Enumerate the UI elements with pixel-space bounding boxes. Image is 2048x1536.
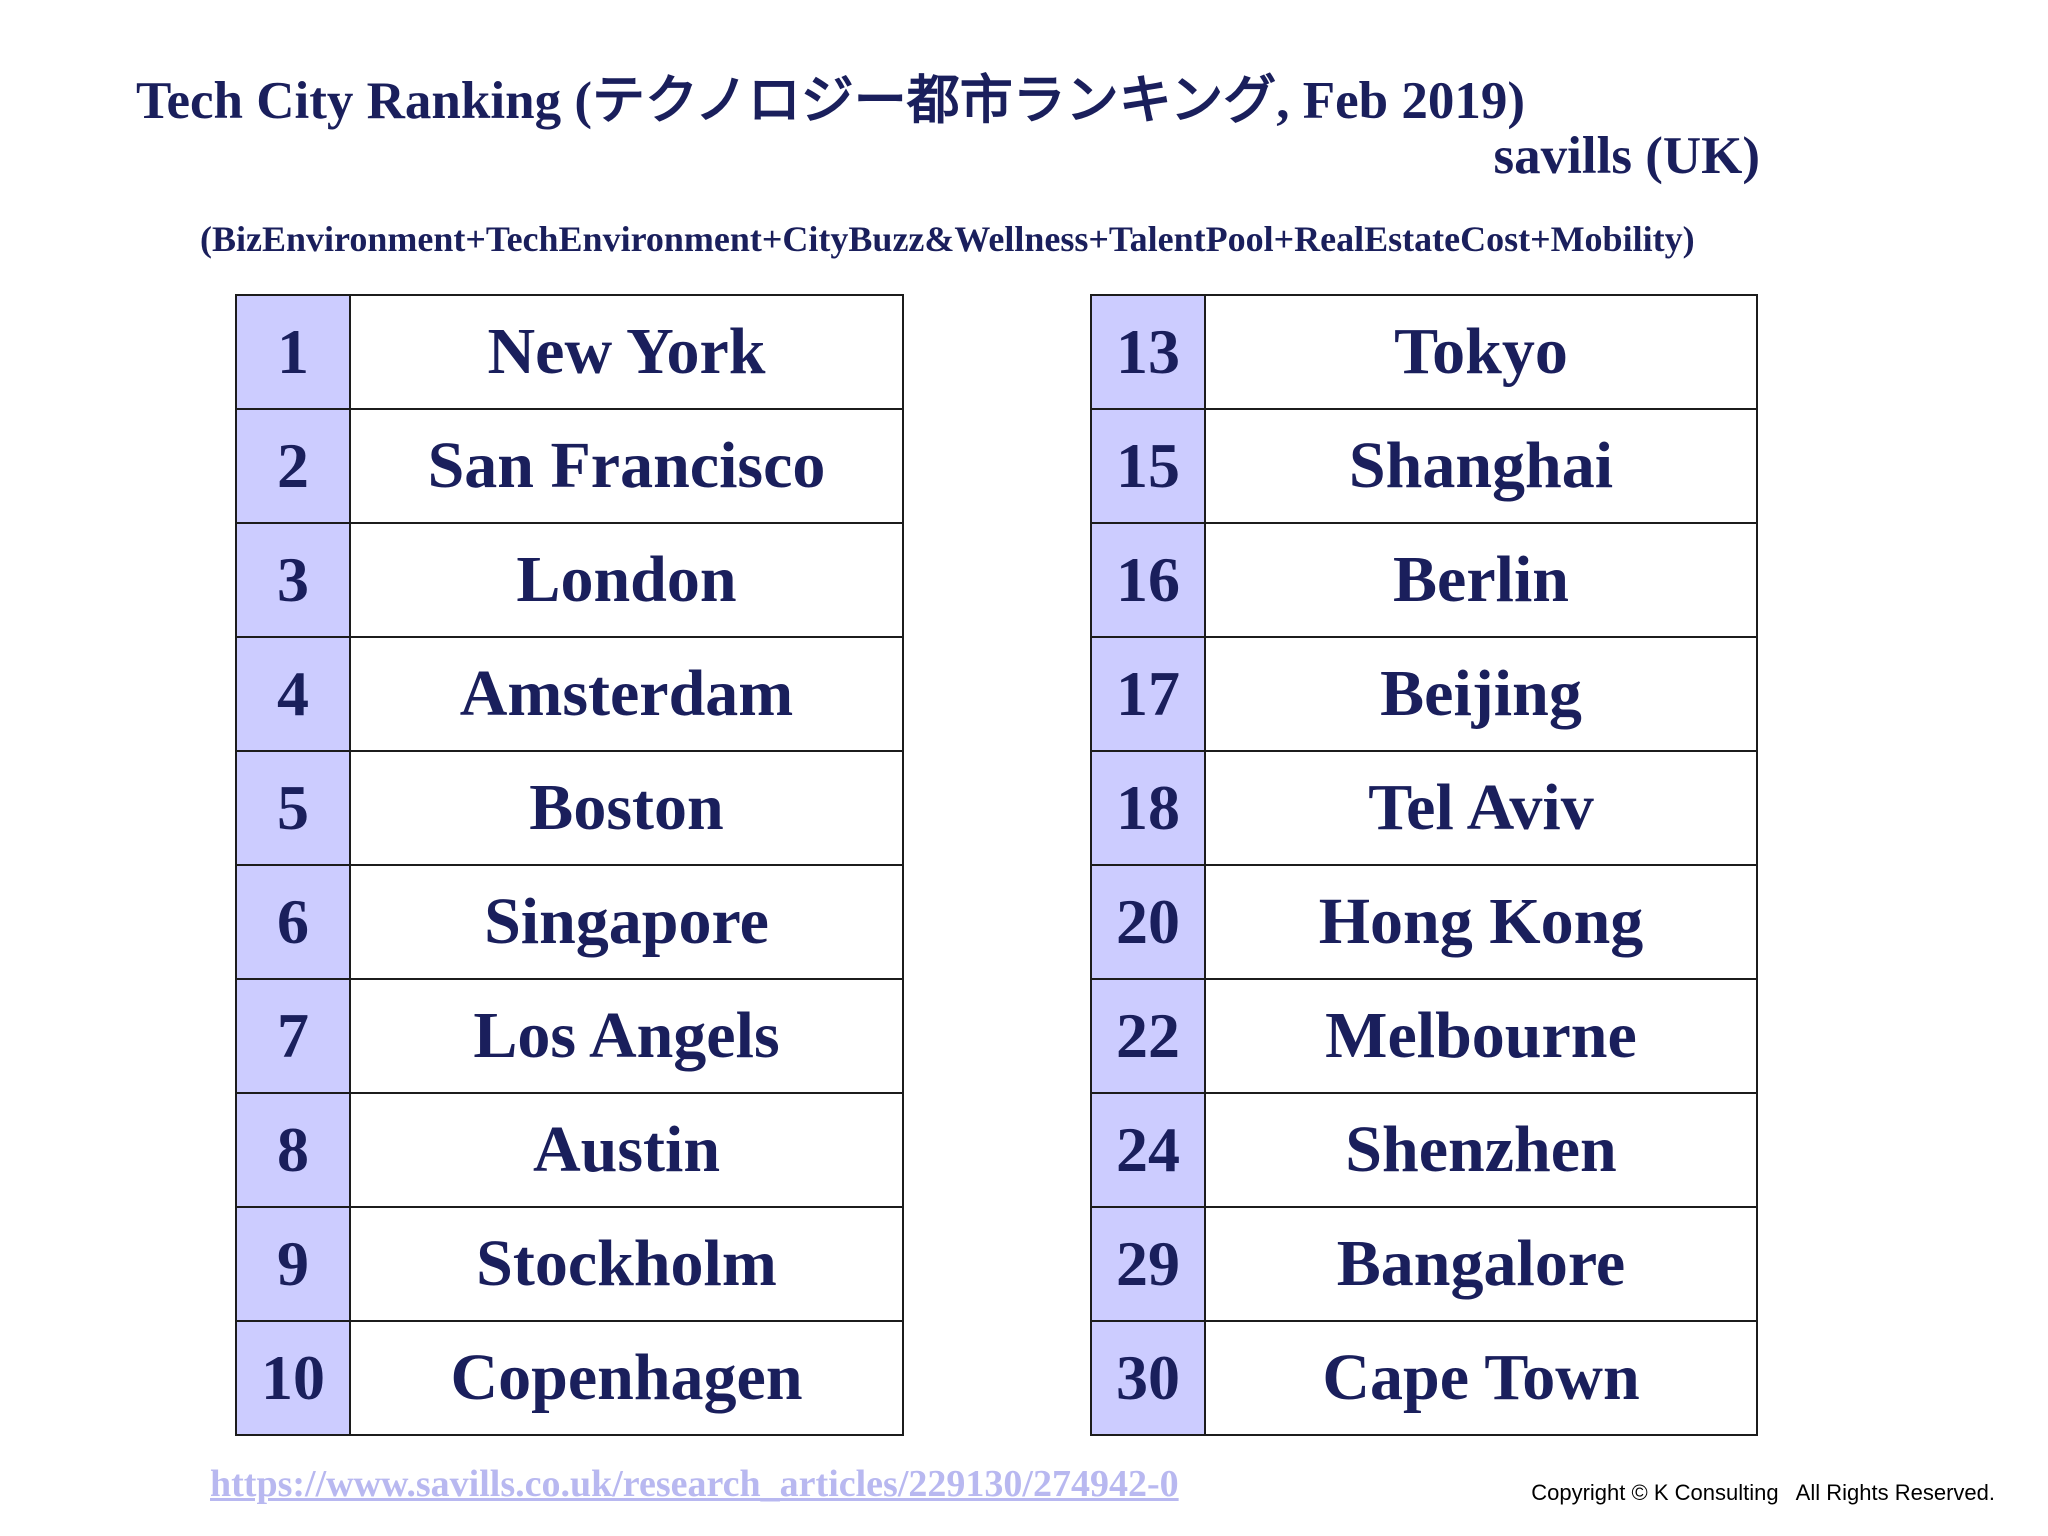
ranking-table-left: 1 New York 2 San Francisco 3 London 4 Am… (235, 294, 904, 1436)
rank-number: 13 (1090, 294, 1206, 410)
table-row: 9 Stockholm (235, 1206, 904, 1322)
ranking-table-right-body: 13 Tokyo 15 Shanghai 16 Berlin 17 Beijin… (1090, 294, 1758, 1436)
rank-number: 8 (235, 1092, 351, 1208)
rank-number: 2 (235, 408, 351, 524)
city-name: Copenhagen (349, 1320, 904, 1436)
city-name: Singapore (349, 864, 904, 980)
rank-number: 18 (1090, 750, 1206, 866)
city-name: Berlin (1204, 522, 1758, 638)
rank-number: 4 (235, 636, 351, 752)
table-row: 13 Tokyo (1090, 294, 1758, 410)
rank-number: 9 (235, 1206, 351, 1322)
rank-number: 16 (1090, 522, 1206, 638)
ranking-table-left-body: 1 New York 2 San Francisco 3 London 4 Am… (235, 294, 904, 1436)
city-name: Austin (349, 1092, 904, 1208)
city-name: New York (349, 294, 904, 410)
city-name: Shanghai (1204, 408, 1758, 524)
rank-number: 29 (1090, 1206, 1206, 1322)
rank-number: 22 (1090, 978, 1206, 1094)
rank-number: 5 (235, 750, 351, 866)
copyright-notice: Copyright © K Consulting All Rights Rese… (1531, 1480, 1995, 1505)
table-row: 10 Copenhagen (235, 1320, 904, 1436)
table-row: 16 Berlin (1090, 522, 1758, 638)
city-name: Tel Aviv (1204, 750, 1758, 866)
city-name: Melbourne (1204, 978, 1758, 1094)
rank-number: 30 (1090, 1320, 1206, 1436)
table-row: 18 Tel Aviv (1090, 750, 1758, 866)
city-name: Amsterdam (349, 636, 904, 752)
table-row: 4 Amsterdam (235, 636, 904, 752)
source-link[interactable]: https://www.savills.co.uk/research_artic… (210, 1463, 1179, 1505)
rank-number: 6 (235, 864, 351, 980)
table-row: 22 Melbourne (1090, 978, 1758, 1094)
city-name: Boston (349, 750, 904, 866)
city-name: Los Angels (349, 978, 904, 1094)
city-name: Stockholm (349, 1206, 904, 1322)
city-name: Hong Kong (1204, 864, 1758, 980)
table-row: 29 Bangalore (1090, 1206, 1758, 1322)
table-row: 20 Hong Kong (1090, 864, 1758, 980)
rank-number: 20 (1090, 864, 1206, 980)
city-name: San Francisco (349, 408, 904, 524)
table-row: 5 Boston (235, 750, 904, 866)
table-row: 30 Cape Town (1090, 1320, 1758, 1436)
ranking-formula: (BizEnvironment+TechEnvironment+CityBuzz… (200, 219, 1695, 259)
table-row: 1 New York (235, 294, 904, 410)
city-name: Bangalore (1204, 1206, 1758, 1322)
table-row: 3 London (235, 522, 904, 638)
table-row: 15 Shanghai (1090, 408, 1758, 524)
table-row: 17 Beijing (1090, 636, 1758, 752)
table-row: 6 Singapore (235, 864, 904, 980)
source-label: savills (UK) (1493, 127, 1760, 185)
city-name: Shenzhen (1204, 1092, 1758, 1208)
rank-number: 15 (1090, 408, 1206, 524)
city-name: Tokyo (1204, 294, 1758, 410)
table-row: 8 Austin (235, 1092, 904, 1208)
rank-number: 1 (235, 294, 351, 410)
city-name: London (349, 522, 904, 638)
rank-number: 17 (1090, 636, 1206, 752)
city-name: Beijing (1204, 636, 1758, 752)
city-name: Cape Town (1204, 1320, 1758, 1436)
ranking-table-right: 13 Tokyo 15 Shanghai 16 Berlin 17 Beijin… (1090, 294, 1758, 1436)
table-row: 7 Los Angels (235, 978, 904, 1094)
page-title: Tech City Ranking (テクノロジー都市ランキング, Feb 20… (136, 72, 1525, 130)
table-row: 2 San Francisco (235, 408, 904, 524)
rank-number: 7 (235, 978, 351, 1094)
table-row: 24 Shenzhen (1090, 1092, 1758, 1208)
rank-number: 3 (235, 522, 351, 638)
rank-number: 24 (1090, 1092, 1206, 1208)
rank-number: 10 (235, 1320, 351, 1436)
